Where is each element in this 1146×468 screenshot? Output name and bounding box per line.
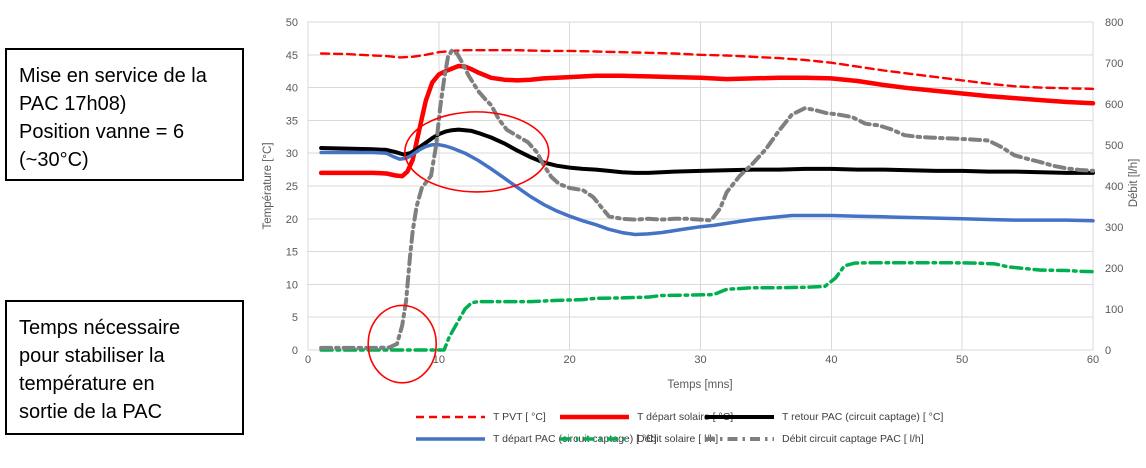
svg-text:45: 45: [286, 50, 298, 62]
legend-item-t-depart-pac: T départ PAC (circuit captage) [ °C]: [413, 432, 657, 446]
x-axis-title: Temps [mns]: [667, 379, 732, 391]
svg-text:30: 30: [694, 354, 706, 366]
series-line-t_depart_pac: [319, 142, 1095, 237]
svg-text:0: 0: [292, 345, 298, 357]
annotation-ellipse: [404, 111, 550, 193]
annotation-ellipse: [367, 304, 438, 384]
legend-label: T PVT [ °C]: [493, 411, 546, 423]
legend-item-debit-captage-pac: Débit circuit captage PAC [ l/h]: [702, 432, 924, 446]
legend-label: T retour PAC (circuit captage) [ °C]: [782, 411, 944, 423]
series-line-t_retour_pac: [319, 127, 1095, 175]
legend-item-debit-solaire: Débit solaire [ l/h]: [557, 432, 718, 446]
svg-text:15: 15: [286, 247, 298, 259]
chart-tick-labels: 0510152025303540455001002003004005006007…: [286, 17, 1124, 366]
legend-item-t-retour-pac: T retour PAC (circuit captage) [ °C]: [702, 410, 943, 424]
y-axis-left-title: Température [°C]: [262, 142, 274, 229]
chart-series-lines: [318, 48, 1096, 352]
legend-marker-dashdot-green: [560, 437, 629, 441]
svg-text:100: 100: [1105, 304, 1123, 316]
svg-text:50: 50: [956, 354, 968, 366]
svg-text:40: 40: [825, 354, 837, 366]
svg-text:40: 40: [286, 83, 298, 95]
series-line-debit_solaire: [319, 260, 1095, 352]
svg-text:25: 25: [286, 181, 298, 193]
chart-gridlines: [307, 21, 1094, 351]
series-line-debit_captage_pac: [319, 48, 1095, 350]
svg-text:800: 800: [1105, 17, 1123, 29]
svg-text:20: 20: [564, 354, 576, 366]
temperature-flow-line-chart: 0510152025303540455001002003004005006007…: [262, 17, 1140, 391]
y-axis-right-title: Débit [l/h]: [1128, 159, 1140, 208]
svg-text:0: 0: [305, 354, 311, 366]
svg-text:5: 5: [292, 312, 298, 324]
svg-text:35: 35: [286, 115, 298, 127]
svg-text:600: 600: [1105, 99, 1123, 111]
legend-label: T départ PAC (circuit captage) [ °C]: [493, 433, 657, 445]
legend-item-t-depart-solaire: T départ solaire [ °C]: [557, 410, 733, 424]
legend-marker-solid-blue: [416, 437, 485, 441]
legend-marker-solid-black: [705, 415, 774, 419]
legend-label: T départ solaire [ °C]: [637, 411, 734, 423]
svg-text:700: 700: [1105, 58, 1123, 70]
svg-text:10: 10: [433, 354, 445, 366]
legend-item-t-pvt: T PVT [ °C]: [413, 410, 546, 424]
svg-text:500: 500: [1105, 140, 1123, 152]
svg-text:0: 0: [1105, 345, 1111, 357]
annotation-box-mise-en-service: Mise en service de la PAC 17h08) Positio…: [5, 48, 244, 181]
svg-text:10: 10: [286, 279, 298, 291]
chart-red-circle-annotations: [367, 111, 550, 384]
svg-text:30: 30: [286, 148, 298, 160]
legend-marker-dashdot-gray: [705, 437, 774, 441]
legend-marker-dashed-red: [416, 415, 485, 419]
svg-text:300: 300: [1105, 222, 1123, 234]
series-line-t_pvt: [319, 49, 1095, 91]
svg-text:20: 20: [286, 214, 298, 226]
legend-label: Débit circuit captage PAC [ l/h]: [782, 433, 924, 445]
svg-text:400: 400: [1105, 181, 1123, 193]
annotation-box-temps-stabilisation: Temps nécessaire pour stabiliser la temp…: [5, 300, 244, 435]
legend-marker-solid-red: [560, 414, 629, 420]
svg-text:60: 60: [1087, 354, 1099, 366]
svg-text:50: 50: [286, 17, 298, 29]
legend-label: Débit solaire [ l/h]: [637, 433, 719, 445]
svg-text:200: 200: [1105, 263, 1123, 275]
